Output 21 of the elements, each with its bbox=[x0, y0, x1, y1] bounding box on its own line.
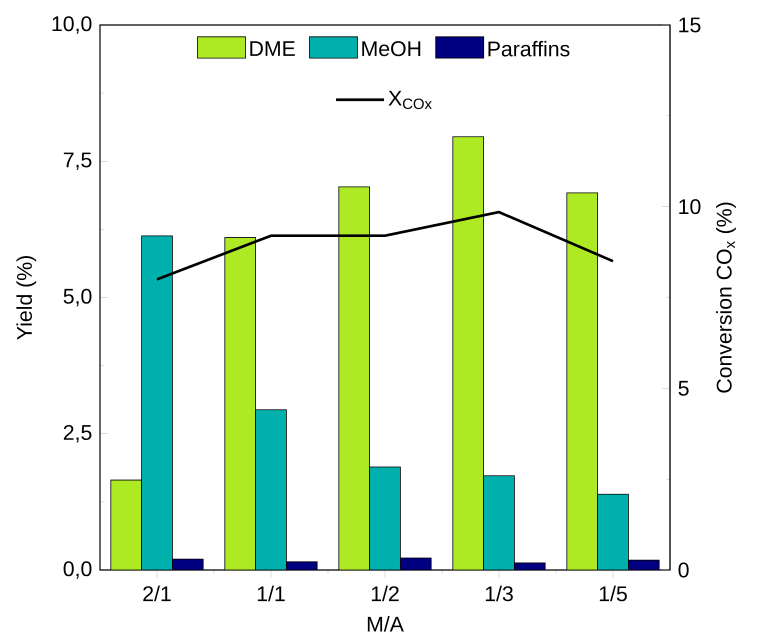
x-tick-label: 1/5 bbox=[600, 586, 627, 602]
legend-label: MeOH bbox=[362, 41, 420, 56]
x-tick-label: 1/2 bbox=[372, 586, 399, 602]
y2-tick-label: 10 bbox=[679, 199, 700, 214]
y2-axis-title: Conversion CO$_{x}$ (%) bbox=[716, 202, 736, 393]
legend-label: X$_{COx}$ bbox=[388, 90, 432, 110]
x-tick-label: 1/3 bbox=[486, 586, 513, 602]
y-tick-label: 5,0 bbox=[64, 288, 92, 306]
x-axis-title: M/A bbox=[368, 616, 404, 632]
x-tick-label: 1/1 bbox=[258, 586, 285, 602]
y-tick-label: 7,5 bbox=[64, 152, 92, 170]
legend-label: DME bbox=[250, 41, 295, 56]
y2-tick-label: 15 bbox=[679, 18, 700, 32]
y2-tick-label: 0 bbox=[678, 562, 689, 578]
y-tick-label: 0,0 bbox=[64, 561, 92, 579]
x-tick-label: 2/1 bbox=[143, 586, 171, 602]
y-axis-title: Yield (%) bbox=[16, 256, 36, 340]
y-tick-label: 10,0 bbox=[52, 16, 92, 34]
legend-label: Paraffins bbox=[488, 40, 570, 56]
y-tick-label: 2,5 bbox=[64, 424, 92, 443]
y2-tick-label: 5 bbox=[678, 380, 689, 396]
